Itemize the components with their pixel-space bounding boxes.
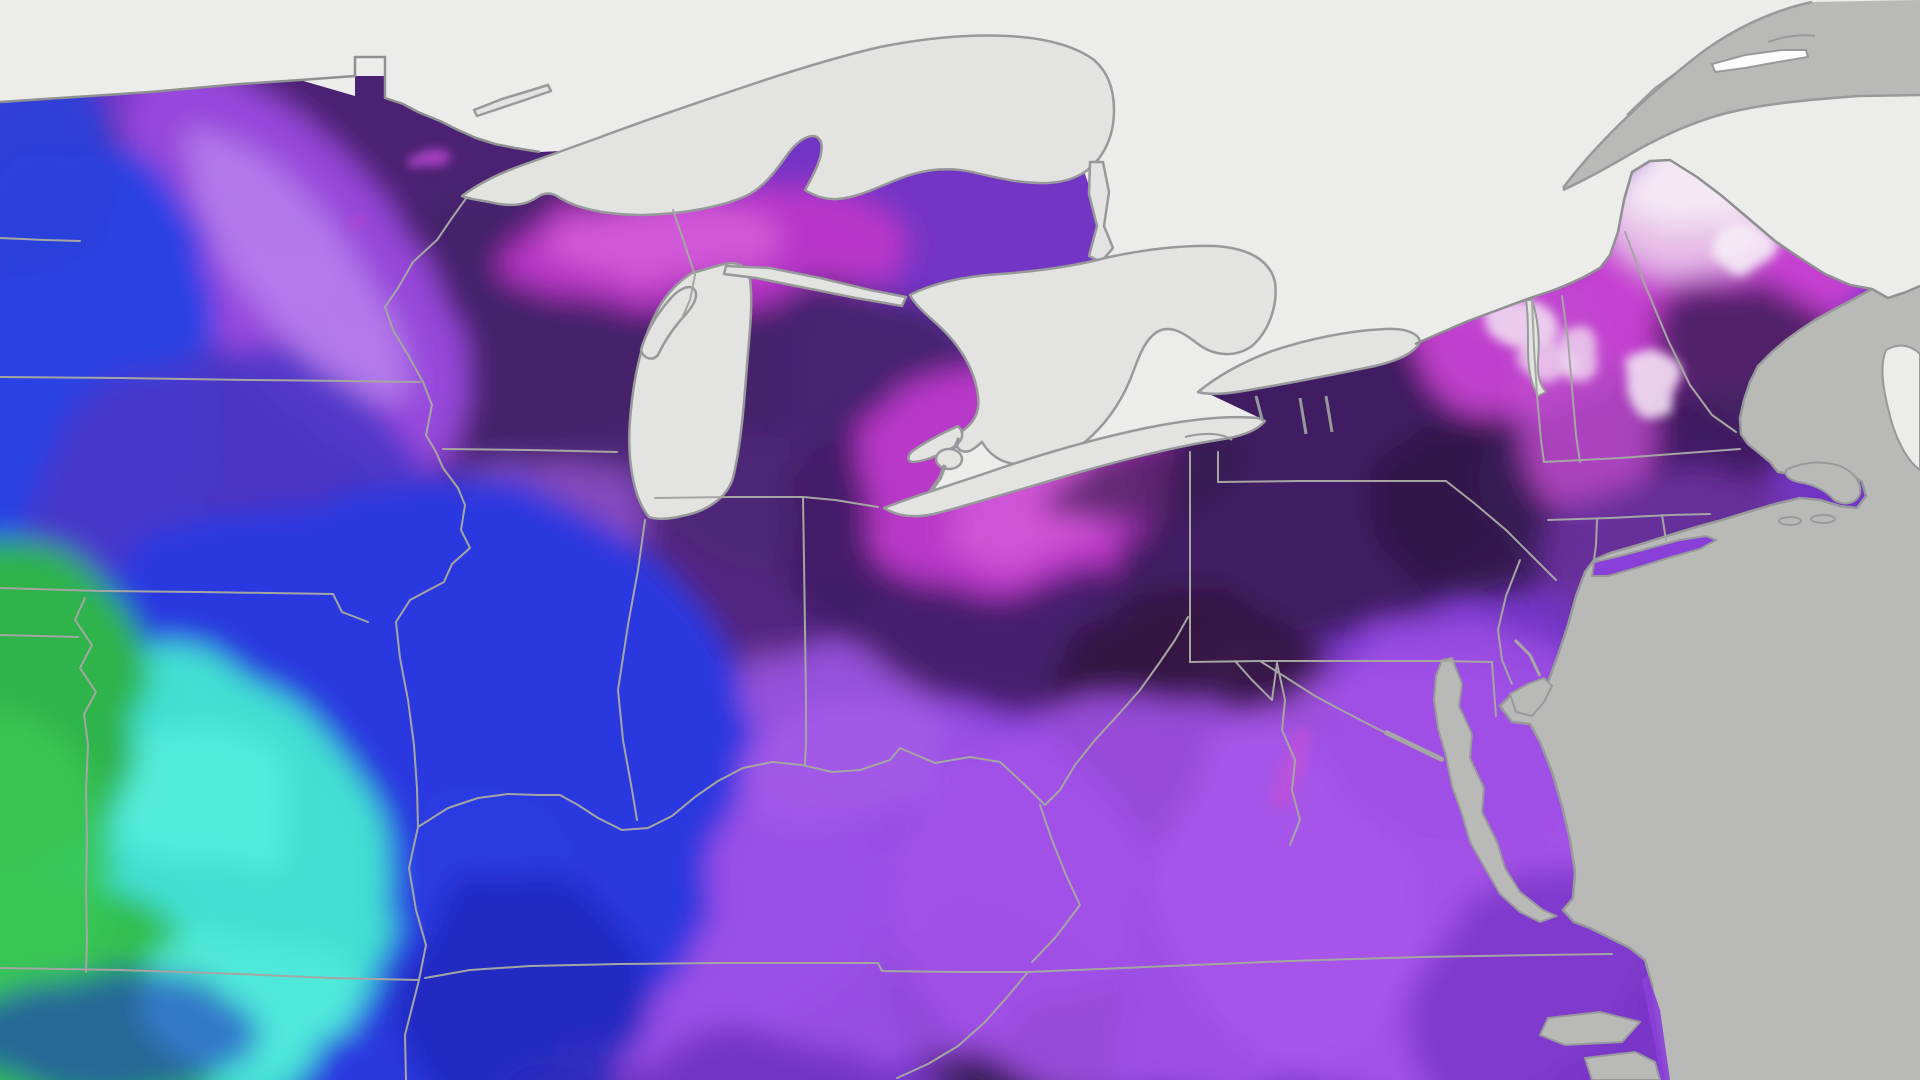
marthas-vineyard [1778,516,1802,526]
great-lakes [460,34,1547,521]
st-lawrence-estuary [1563,0,1920,190]
border-md-de [1491,661,1497,717]
border-ohio-river [417,616,1189,831]
border-ia-mo [0,587,369,623]
border-ky-tn [424,962,1029,979]
pamlico-sound [1583,1050,1662,1080]
border-ct-ny [1593,519,1598,561]
field-blob-cyan-bright-1 [116,735,294,869]
border-ct-ri [1661,514,1667,541]
cape-cod [1784,461,1862,505]
us-canada-border-west [0,55,541,154]
delaware-river [1513,638,1542,677]
field-blob-navy-patch [400,870,640,1080]
anticosti-island [1710,49,1810,74]
saguenay-river [1626,69,1681,116]
straits-of-mackinac [722,264,908,308]
border-tn-nc [896,971,1029,1079]
border-va-tn [1027,965,1171,973]
border-ma-south [1547,513,1711,521]
border-mississippi-river [384,196,471,1080]
albemarle-sound [1538,1010,1642,1047]
border-wv-va [1234,660,1301,846]
border-vt-nh [1561,295,1581,463]
border-wi-mi [672,209,696,319]
long-island [1590,534,1719,577]
border-nj-pa-river [1497,559,1521,685]
finger-lake-2 [1324,395,1334,433]
border-mo-west [74,597,97,973]
niagara-river [1254,395,1264,420]
field-blob-ridge-sparkle [1275,726,1309,814]
border-mason-dixon [1189,660,1493,663]
border-il-in [617,519,646,821]
prince-edward-island [1767,34,1816,43]
border-pa-ny [1217,451,1447,483]
field-blob-violet-band-core [184,129,412,407]
field-blob-blue-top-left [0,60,120,280]
field-blob-white-mtn-white [1625,348,1679,416]
border-in-oh [802,496,807,765]
lake-superior [460,34,1116,217]
isle-royale [472,83,553,118]
green-bay [639,285,698,360]
border-va-nc [1169,953,1613,967]
border-mo-ar [0,967,420,981]
atlantic-ocean [1500,285,1920,1080]
state-borders [0,196,1741,1080]
border-mn-ia [0,376,421,383]
finger-lake-1 [1298,397,1308,435]
coastal-features [1383,344,1920,1080]
us-canada-border-east [1414,158,1920,346]
chesapeake-bay [1432,656,1559,924]
detroit-river [928,464,947,494]
border-ny-vt [1531,299,1545,463]
lake-st-clair [934,447,964,471]
long-point [1184,432,1233,441]
border-ma-north [1543,448,1741,463]
field-blob-me-white-spot [1716,228,1774,268]
st-marys-river [1087,160,1115,264]
border-wv-ky [1031,804,1081,963]
lake-huron [908,244,1277,466]
international-borders [0,55,1920,346]
atlantic-coastline [1498,287,1873,1080]
nantucket [1810,514,1836,524]
field-blob-mn-spot-2 [344,216,370,228]
delaware-bay [1508,676,1554,718]
st-clair-river [953,437,961,449]
outer-banks [1642,975,1670,1080]
border-ne-ks [0,634,79,638]
border-wi-il [442,448,618,453]
gulf-of-st-lawrence [1562,0,1920,192]
border-dakotas [0,237,81,242]
border-nh-me [1624,231,1737,433]
nova-scotia [1881,344,1920,472]
field-blob-mn-spot-1 [406,149,450,167]
field-blob-green-left-mid [0,710,110,1010]
lake-erie [882,415,1267,518]
canada-landmass [0,0,1920,500]
field-blob-navy-bottom-left [0,975,260,1080]
field-blob-up-magenta-core [540,205,780,271]
border-ny-nj [1445,480,1557,581]
border-potomac-md-va [1259,660,1444,761]
